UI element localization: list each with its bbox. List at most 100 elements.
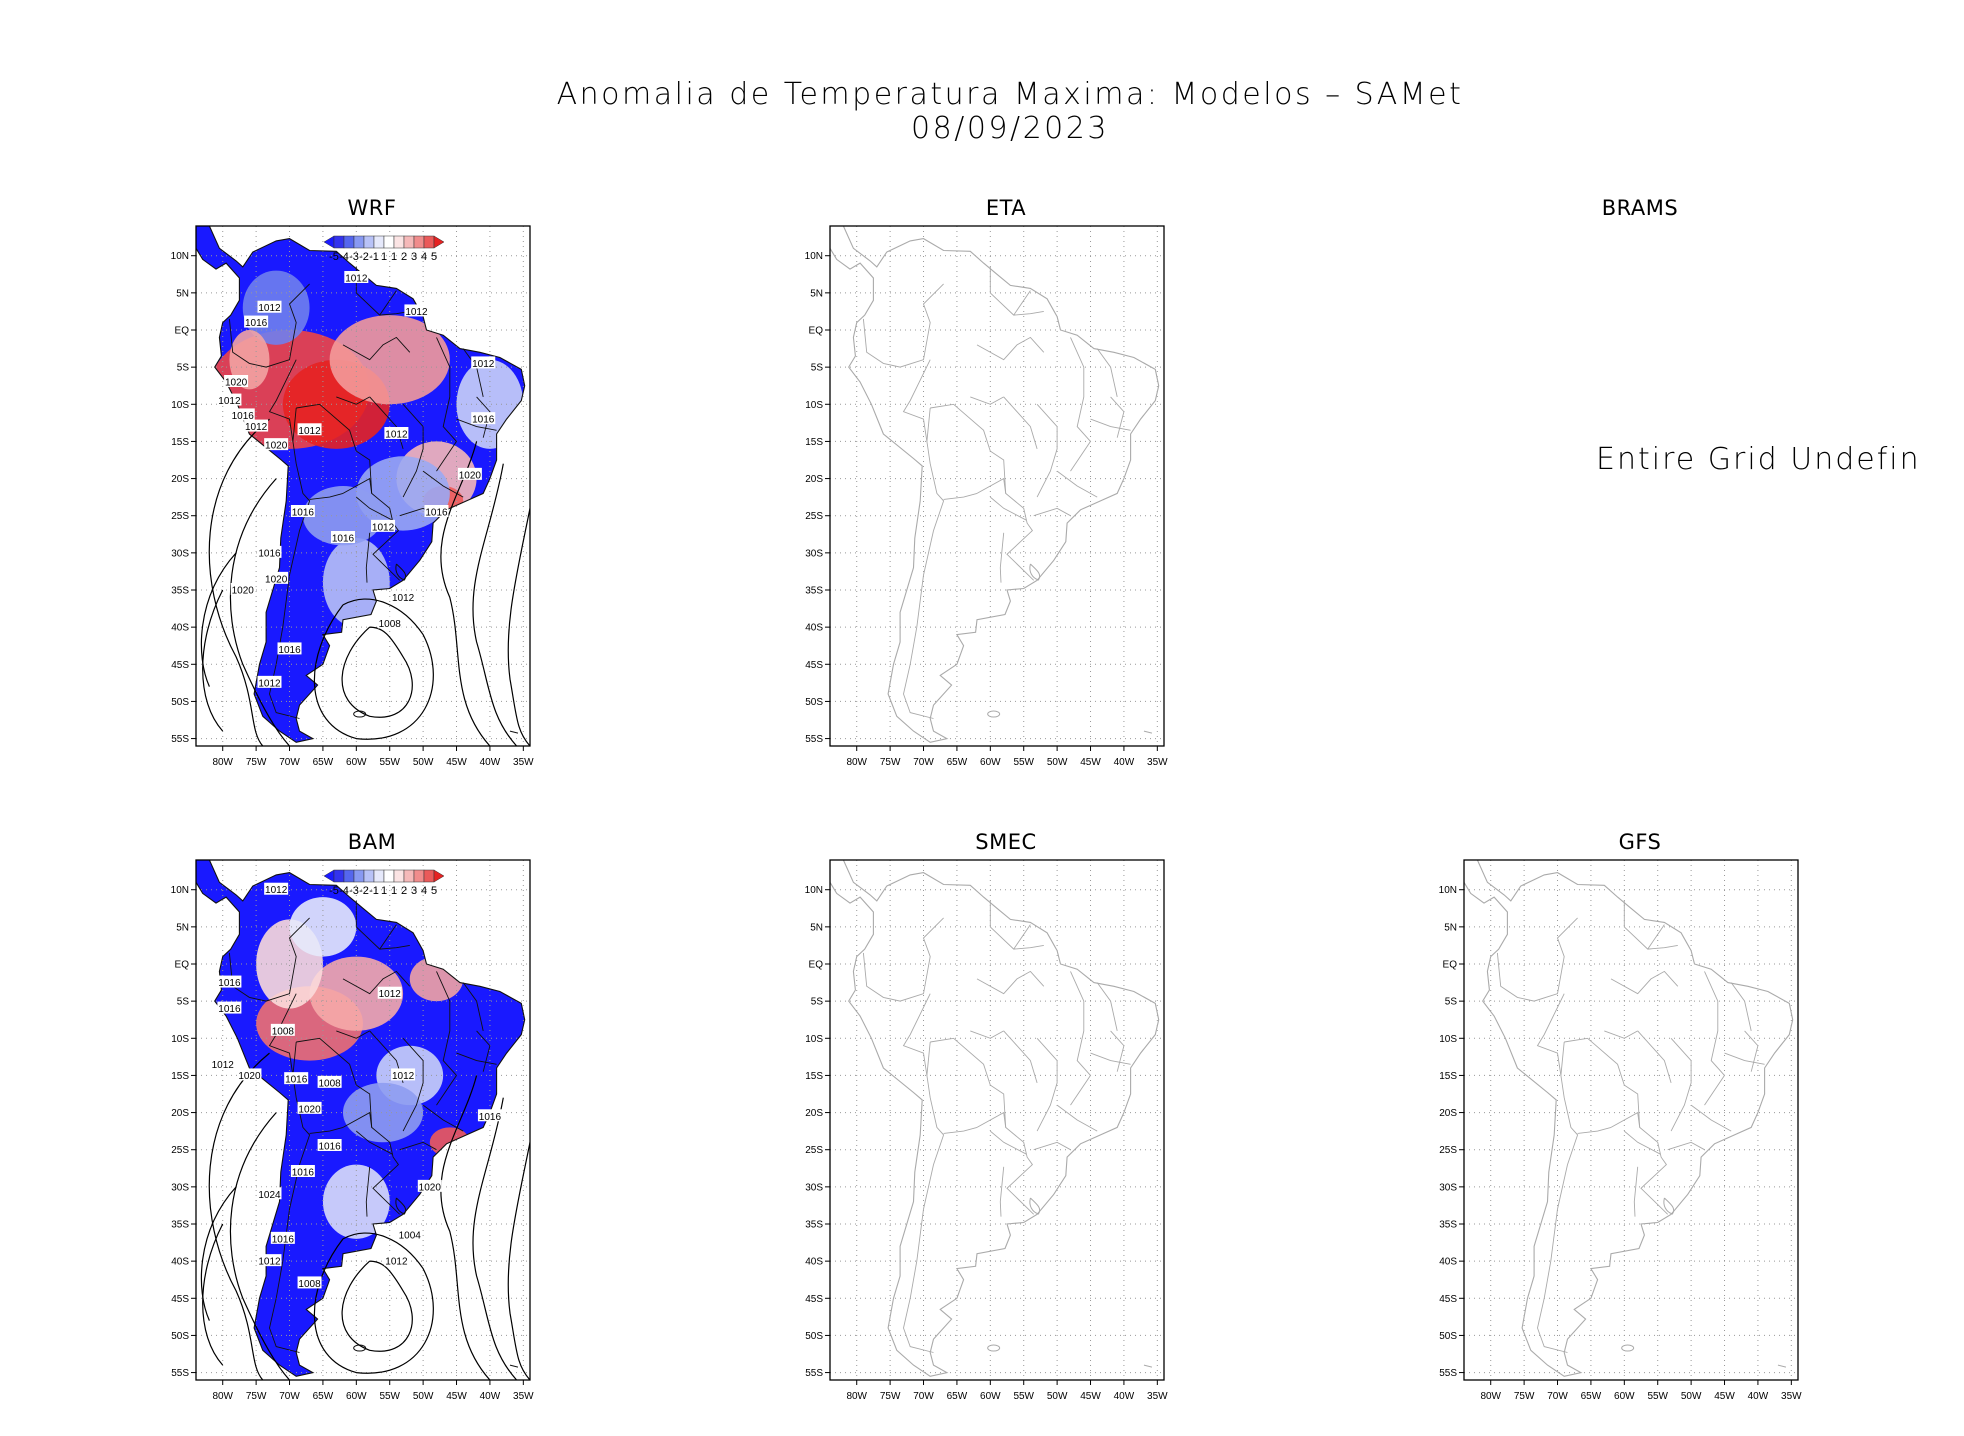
contour-label-bg [257,1187,282,1200]
contour-label-bg [377,986,402,999]
map-content [1464,860,1798,1380]
lon-tick-label: 60W [346,1391,367,1402]
lat-tick-label: EQ [175,960,190,971]
contour-label-bg [224,375,249,387]
anomaly-blob [329,315,450,405]
contour-label: 1020 [419,1182,442,1193]
lat-tick-label: 50S [171,697,189,708]
map-content [830,860,1164,1380]
contour-label-bg [290,1165,315,1177]
contour-label: 1016 [245,318,268,329]
colorbar-segment [363,235,375,249]
contour-label-bg [264,438,289,451]
contour-label: 1016 [472,415,495,426]
lat-tick-label: 15S [171,1071,189,1082]
coastline [196,860,526,1377]
lon-tick-label: 55W [1647,1391,1668,1402]
country-border [342,970,411,995]
figure-title: Anomalia de Temperatura Maxima: Modelos … [556,77,1464,112]
lat-tick-label: 35S [1439,1220,1457,1231]
contour-label-bg [217,1001,242,1014]
lat-tick-label: 30S [805,1182,823,1193]
country-border [1090,418,1131,431]
country-border [1003,1030,1038,1084]
colorbar-segment [403,235,415,249]
contour-label-bg [237,1068,262,1081]
lat-tick-label: 25S [1439,1145,1457,1156]
lat-tick-label: 10S [1439,1034,1457,1045]
contour-label: 1016 [285,1075,308,1086]
lon-tick-label: 70W [279,1391,300,1402]
colorbar-label: 3 [411,885,417,897]
lon-tick-label: 80W [846,757,867,768]
country-border [902,993,931,1076]
country-border [1537,1041,1579,1353]
country-border [902,359,931,442]
lon-tick-label: 65W [947,1391,968,1402]
contour-label-bg [217,975,242,988]
lat-tick-label: 25S [805,1145,823,1156]
country-border [990,1130,1027,1155]
map-frame [829,859,1165,1381]
contour-label: 1020 [232,586,255,597]
contour-label: 1012 [258,303,281,314]
falklands-outline [987,1344,1001,1352]
country-border [268,993,297,1076]
contour-label-bg [391,1068,416,1081]
lat-tick-label: EQ [809,960,824,971]
contour-label-bg [270,1231,295,1244]
lat-tick-label: 20S [805,474,823,485]
lon-tick-label: 60W [980,757,1001,768]
country-border [1056,470,1098,498]
isobar-contour [313,1232,434,1374]
lat-tick-label: 40S [805,623,823,634]
country-border [976,336,1045,361]
country-border [379,924,397,950]
contour-label-bg [244,419,269,432]
coastline [1464,860,1794,1377]
country-border [1110,1030,1125,1072]
country-border [436,337,458,472]
contour-label: 1016 [318,1142,341,1153]
panel-title: ETA [985,196,1027,220]
lat-tick-label: 20S [805,1108,823,1119]
contour-label-bg [397,1228,422,1241]
lat-tick-label: 25S [171,1145,189,1156]
contour-label: 1012 [218,396,241,407]
lon-tick-label: 40W [1114,1391,1135,1402]
contour-label: 1016 [232,411,255,422]
figure-date: 08/09/2023 [911,111,1109,146]
lon-tick-label: 80W [1480,1391,1501,1402]
lon-tick-label: 35W [1147,757,1168,768]
falklands-outline [1621,1344,1635,1352]
country-border [999,532,1005,583]
country-border [1624,1130,1661,1155]
lat-tick-label: 5S [177,363,190,374]
lat-tick-label: 5N [1444,922,1457,933]
country-border [1690,1104,1732,1132]
contour-label-bg [384,1254,409,1267]
colorbar-label: 2 [401,885,407,897]
contour-label-bg [344,271,369,283]
country-border [1056,1104,1098,1132]
lagoa-dos-patos [1029,563,1041,581]
contour-label-bg [297,1276,322,1289]
country-border [1577,1126,1612,1134]
lat-tick-label: 10N [1439,885,1457,896]
contour-label: 1004 [399,1231,422,1242]
contour-label-bg [264,571,289,584]
colorbar-segment [333,235,345,249]
lat-tick-label: 45S [171,1294,189,1305]
panel-smec: SMEC 10N 5N EQ 5S 10S 15S 20S 25S 30S 35S 40S 45S 50… [796,830,1216,1410]
lon-tick-label: 55W [379,1391,400,1402]
colorbar-label: 3 [411,251,417,263]
country-border [1610,970,1679,995]
lat-tick-label: 15S [805,1071,823,1082]
country-border [228,917,310,1002]
lat-tick-label: 55S [805,1368,823,1379]
south-georgia-outline [509,730,519,734]
lon-tick-label: 35W [1781,1391,1802,1402]
lat-tick-label: 40S [171,1257,189,1268]
contour-label: 1020 [298,1104,321,1115]
